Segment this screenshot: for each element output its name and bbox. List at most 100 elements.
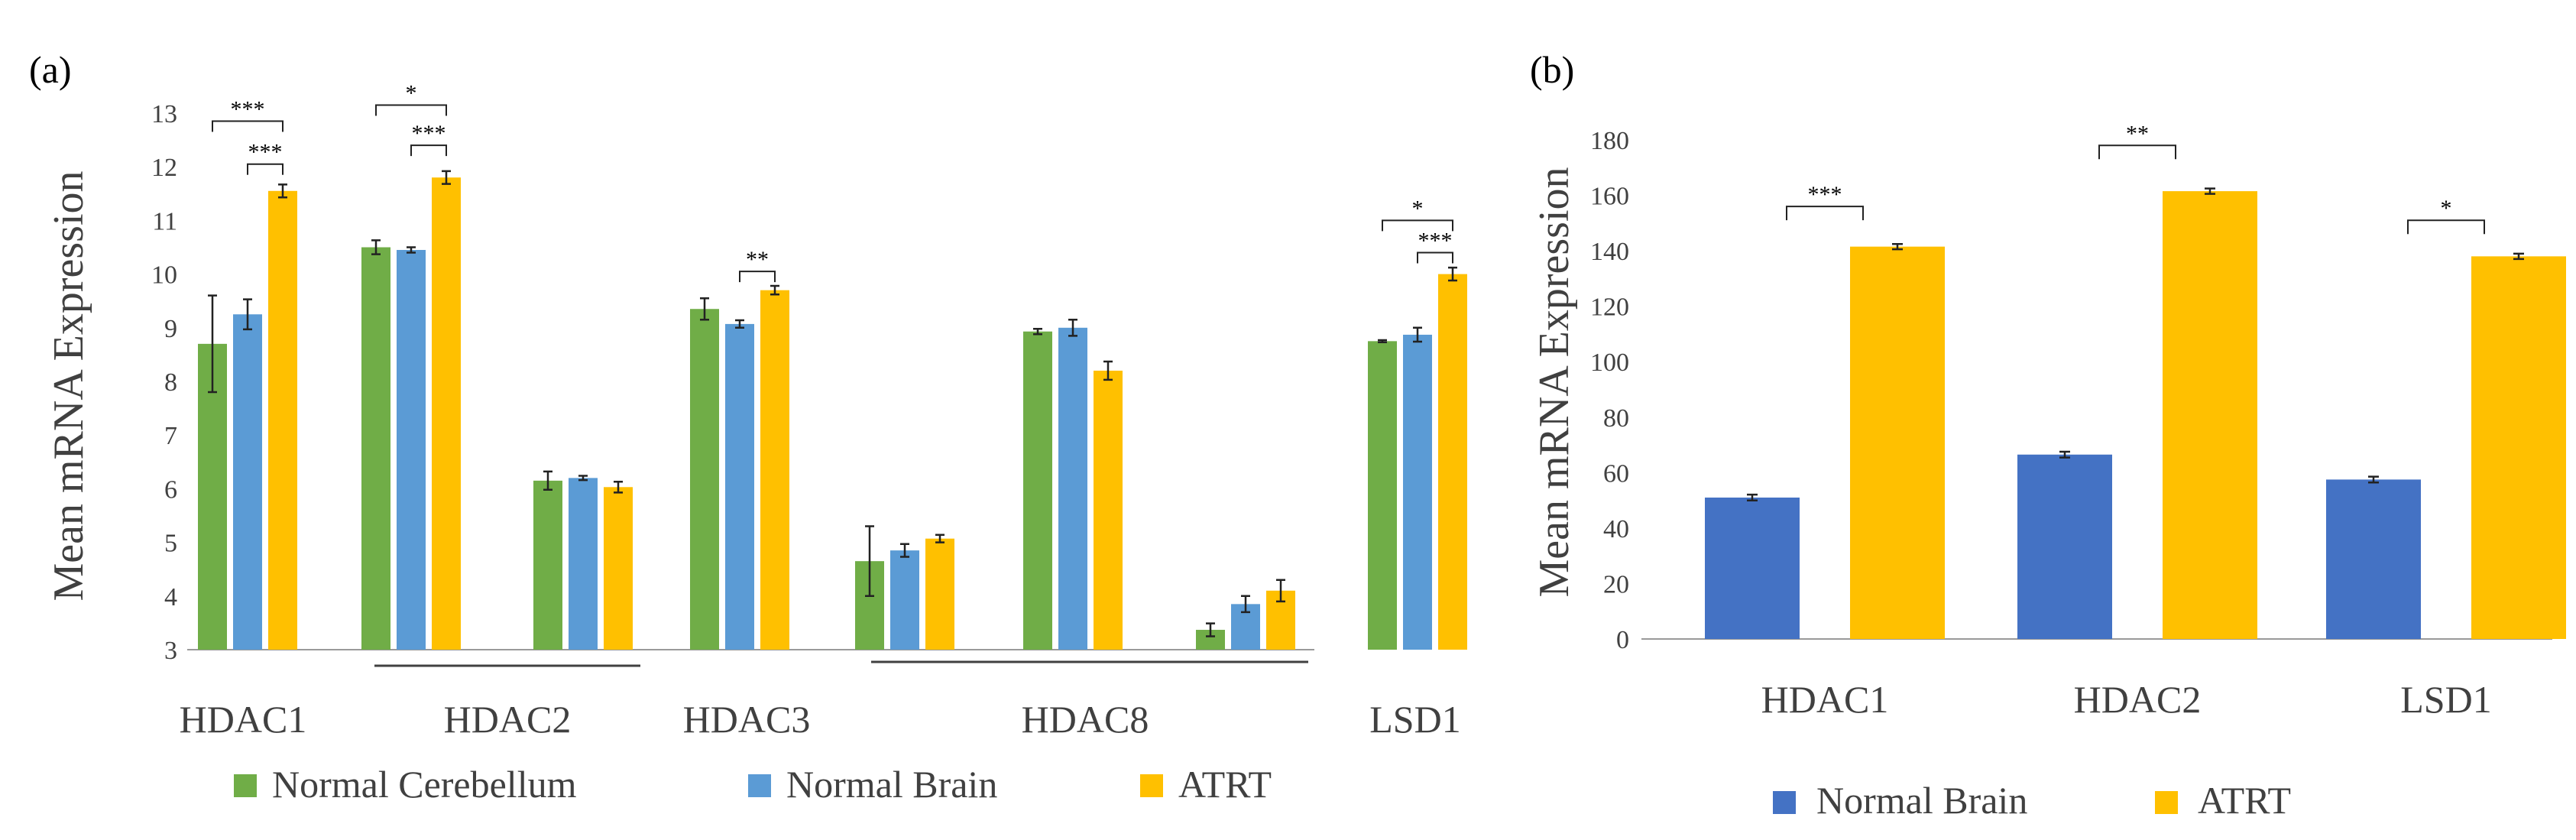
bar-normal-brain-hdac8 [1058,327,1087,650]
error-bar-normal-cerebellum-hdac8 [1206,622,1215,637]
error-bar-normal-brain-hdac1 [243,298,252,331]
panel-a-category-hdac3: HDAC3 [683,698,811,741]
significance-label: *** [248,140,283,165]
panel-a-y-tick: 8 [164,368,177,397]
significance-label: * [1412,196,1424,221]
panel-b-y-tick: 120 [1590,294,1629,322]
significance-bracket [410,144,447,157]
error-bar-b-atrt-hdac1 [1892,242,1903,251]
significance-label-b: ** [2126,121,2149,146]
error-bar-normal-cerebellum-hdac8 [865,525,874,598]
bar-atrt-hdac3 [760,290,789,650]
panel-b-category-hdac2: HDAC2 [2074,678,2202,721]
error-bar-normal-cerebellum-hdac1 [208,294,217,394]
bar-b-normal-brain-hdac2 [2017,454,2112,639]
panel-b-legend: Normal Brain ATRT [1773,779,2291,822]
significance-label: *** [231,97,265,122]
panel-b-y-axis-label: Mean mRNA Expression [1531,167,1578,597]
legend-label-normal-cerebellum: Normal Cerebellum [272,763,577,806]
significance-bracket-b [1786,206,1864,221]
error-bar-normal-cerebellum-lsd1 [1378,339,1387,344]
panel-b-y-tick: 40 [1603,515,1629,543]
error-bar-atrt-hdac8 [1276,579,1285,603]
significance-bracket-b [2098,144,2176,160]
significance-bracket [212,120,284,132]
bar-atrt-hdac8 [925,538,954,650]
panel-a-category-lsd1: LSD1 [1369,698,1460,741]
panel-a-y-axis-label: Mean mRNA Expression [45,170,92,601]
bar-normal-brain-hdac8 [890,550,919,650]
bar-normal-brain-hdac1 [233,314,262,650]
significance-bracket [1417,251,1453,264]
bar-atrt-hdac8 [1094,370,1123,650]
bar-atrt-hdac2 [604,487,633,650]
bar-b-atrt-hdac2 [2163,191,2257,639]
error-bar-normal-cerebellum-hdac8 [1033,327,1042,336]
error-bar-normal-brain-hdac3 [735,319,744,329]
error-bar-atrt-hdac3 [770,284,779,296]
error-bar-normal-brain-hdac8 [900,543,909,558]
legend-label-normal-brain: Normal Brain [786,763,997,806]
bar-normal-brain-lsd1 [1403,334,1432,650]
bar-normal-brain-hdac2 [397,250,426,650]
error-bar-atrt-hdac2 [442,170,451,185]
error-bar-normal-brain-hdac2 [578,475,588,482]
bar-b-normal-brain-hdac1 [1705,497,1800,639]
error-bar-b-normal-brain-hdac1 [1747,493,1758,502]
panel-a-y-tick: 5 [164,530,177,558]
bar-normal-cerebellum-hdac2 [533,480,562,650]
panel-a-y-tick: 12 [151,154,177,182]
bar-normal-cerebellum-hdac3 [690,309,719,650]
panel-a-category-hdac8: HDAC8 [1022,698,1149,741]
bar-normal-brain-hdac3 [725,323,754,650]
panel-a-y-tick: 9 [164,315,177,343]
significance-bracket [247,163,284,175]
significance-bracket [375,104,447,116]
bar-atrt-lsd1 [1438,274,1467,650]
panel-b-y-tick: 140 [1590,238,1629,266]
panel-a-label: (a) [29,48,72,91]
legend-label-atrt: ATRT [1178,763,1272,806]
error-bar-b-atrt-hdac2 [2205,187,2215,195]
bar-normal-cerebellum-hdac1 [198,343,227,650]
significance-label: ** [746,247,769,272]
bar-normal-cerebellum-lsd1 [1368,341,1397,650]
panel-b-chart: (b) Mean mRNA Expression 0 20 40 60 80 100 120… [1530,48,2566,822]
panel-a-chart: (a) Mean mRNA Expression 3 4 5 6 7 8 9 10 11 12 13… [29,48,1467,806]
panel-b-y-tick: 60 [1603,459,1629,488]
panel-b-category-hdac1: HDAC1 [1761,678,1889,721]
error-bar-normal-brain-hdac8 [1241,595,1250,614]
bar-b-normal-brain-lsd1 [2326,479,2421,639]
panel-a-y-tick: 7 [164,422,177,450]
bar-b-atrt-hdac1 [1850,246,1945,639]
legend-swatch-atrt-b [2155,791,2178,814]
panel-a-y-tick: 13 [151,100,177,128]
panel-b-y-tick: 20 [1603,570,1629,598]
panel-a-legend: Normal Cerebellum Normal Brain ATRT [234,763,1272,806]
panel-b-y-tick: 80 [1603,404,1629,433]
error-bar-atrt-hdac2 [614,481,623,494]
error-bar-normal-brain-hdac2 [407,246,416,254]
panel-b-y-tick: 100 [1590,349,1629,377]
error-bar-normal-cerebellum-hdac2 [543,470,552,491]
bar-normal-brain-hdac2 [569,478,598,650]
panel-a-category-hdac1: HDAC1 [180,698,307,741]
panel-b-label: (b) [1530,48,1574,91]
legend-swatch-normal-cerebellum [234,774,257,797]
error-bar-atrt-hdac1 [278,183,287,199]
significance-label-b: * [2441,196,2452,221]
panel-a-y-tick: 6 [164,475,177,504]
panel-b-y-tick: 160 [1590,183,1629,211]
legend-swatch-normal-brain-b [1773,791,1796,814]
significance-bracket [739,271,776,283]
legend-label-atrt-b: ATRT [2198,779,2291,822]
error-bar-atrt-hdac8 [1103,360,1113,381]
panel-b-y-tick: 180 [1590,127,1629,155]
panel-a-y-tick: 3 [164,637,177,665]
bar-normal-cerebellum-hdac2 [361,247,390,650]
panel-a-y-tick: 4 [164,583,177,611]
bar-atrt-hdac2 [432,177,461,650]
error-bar-normal-brain-hdac8 [1068,319,1077,337]
significance-label-b: *** [1808,182,1842,207]
